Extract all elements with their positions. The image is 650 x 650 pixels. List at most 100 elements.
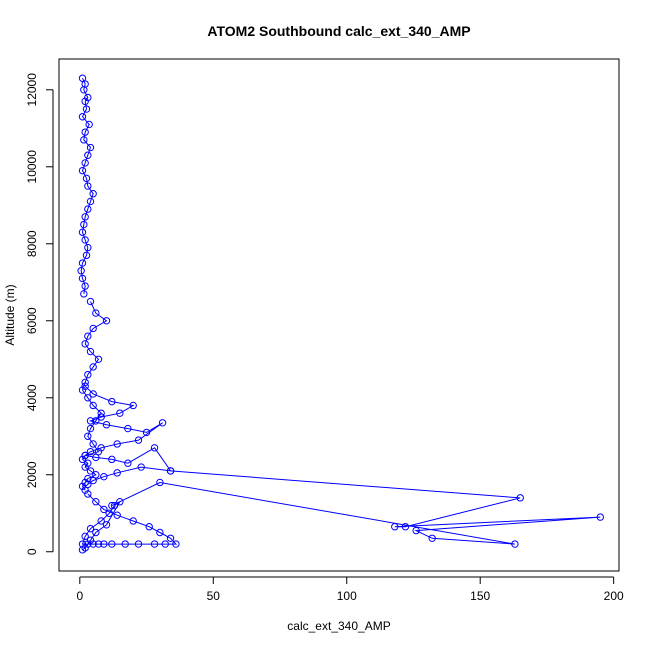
data-point: [596, 513, 605, 521]
data-point: [84, 332, 92, 340]
data-point: [113, 440, 121, 448]
data-point: [89, 390, 97, 398]
data-point: [78, 166, 87, 175]
data-point: [166, 534, 175, 542]
y-tick-label: 10000: [25, 150, 39, 184]
data-point: [81, 451, 89, 460]
data-point: [81, 532, 89, 541]
data-point: [116, 409, 124, 417]
data-point: [161, 540, 169, 548]
data-point: [89, 476, 97, 485]
data-point: [82, 105, 91, 113]
data-point: [86, 417, 95, 425]
data-point: [80, 136, 88, 144]
x-tick-label: 100: [337, 589, 357, 603]
data-point: [86, 197, 95, 206]
data-point: [100, 505, 108, 514]
data-point: [129, 517, 137, 525]
data-point: [86, 424, 95, 433]
data-point: [113, 511, 121, 519]
data-point: [172, 540, 180, 548]
data-point: [100, 472, 108, 481]
data-point: [82, 251, 91, 260]
data-point: [78, 228, 87, 236]
data-point: [81, 378, 89, 387]
data-point: [97, 413, 105, 421]
data-point: [150, 540, 159, 548]
data-point: [102, 421, 111, 429]
data-point: [86, 347, 95, 356]
y-tick-label: 6000: [25, 307, 39, 334]
data-point: [80, 86, 88, 94]
data-point: [84, 480, 92, 489]
data-point: [89, 401, 97, 410]
data-point: [84, 490, 92, 498]
plot-frame: [58, 58, 620, 572]
data-point: [89, 324, 97, 333]
data-point: [80, 290, 88, 298]
series-line: [81, 301, 108, 491]
data-point: [150, 444, 159, 452]
data-point: [92, 528, 100, 537]
data-point: [86, 467, 95, 475]
data-point: [97, 444, 105, 452]
data-point: [81, 97, 89, 106]
data-point: [81, 159, 89, 167]
data-point: [81, 236, 89, 244]
data-point: [89, 363, 97, 371]
data-point: [516, 494, 524, 502]
data-point: [89, 440, 97, 448]
data-point: [78, 259, 87, 267]
data-point: [102, 317, 111, 325]
data-point: [428, 534, 436, 542]
data-point: [81, 382, 89, 390]
data-point: [511, 540, 519, 548]
data-point: [84, 394, 92, 402]
data-point: [158, 419, 167, 427]
data-point: [94, 355, 103, 363]
x-tick-label: 50: [207, 589, 221, 603]
data-point: [77, 267, 85, 275]
data-point: [92, 453, 100, 462]
data-point: [84, 151, 92, 159]
data-point: [86, 447, 95, 456]
chart-title: ATOM2 Southbound calc_ext_340_AMP: [207, 23, 470, 39]
data-point: [121, 540, 129, 548]
data-point: [129, 401, 137, 410]
y-tick-label: 12000: [25, 73, 39, 107]
data-point: [81, 128, 89, 136]
data-point: [84, 432, 92, 440]
data-point: [134, 436, 143, 444]
data-point: [97, 409, 105, 417]
data-point: [81, 340, 89, 348]
data-point: [78, 113, 87, 121]
data-point: [78, 546, 87, 554]
data-point: [116, 498, 124, 506]
data-point: [92, 498, 100, 506]
x-tick-label: 0: [76, 589, 83, 603]
data-point: [145, 523, 153, 531]
data-point: [142, 428, 151, 437]
data-point: [80, 220, 88, 229]
data-point: [156, 528, 164, 537]
y-tick-label: 8000: [25, 230, 39, 257]
data-point: [84, 370, 92, 379]
x-tick-label: 150: [470, 589, 490, 603]
y-tick-label: 4000: [25, 384, 39, 411]
data-point: [134, 540, 143, 548]
data-point: [89, 190, 97, 198]
data-point: [84, 243, 92, 252]
data-point: [113, 469, 121, 477]
data-point: [108, 455, 116, 464]
data-point: [100, 540, 108, 548]
series-line: [80, 77, 94, 294]
data-point: [82, 174, 91, 183]
data-point: [92, 417, 100, 425]
data-point: [124, 459, 132, 467]
data-point: [84, 205, 92, 213]
data-point: [85, 120, 93, 129]
data-point: [78, 274, 87, 283]
data-point: [166, 467, 175, 475]
